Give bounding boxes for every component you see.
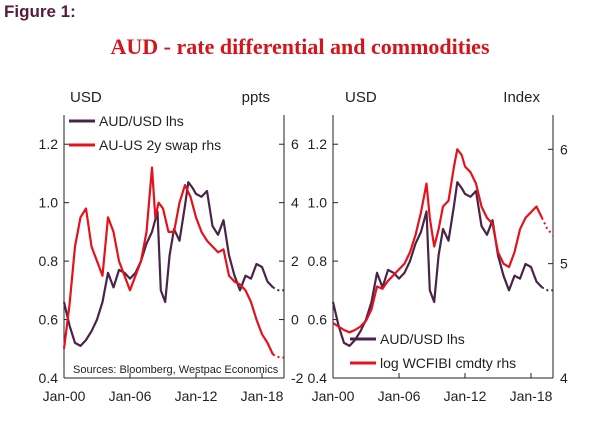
chart1-series-4-forecast [272,353,284,359]
chart1-legend-label: AUD/USD lhs [99,113,184,129]
chart1-right-tick-label: -2 [291,370,304,386]
chart2-left-tick-label: 0.8 [308,253,328,269]
chart2-right-tick-label: 5 [560,256,568,272]
chart1-x-tick-label: Jan-06 [109,388,152,404]
chart-panel-1: USD ppts 0.4 0.6 0.8 1.0 1.2 -2 0 2 4 6 Jan-00 Jan-06… [39,89,304,404]
chart2-x-tick-label: Jan-18 [510,388,553,404]
chart1-left-unit: USD [70,89,102,106]
chart-panel-2: USD Index 0.4 0.6 0.8 1.0 1.2 4 5 6 Jan-00 Jan-06 Ja… [308,89,568,404]
chart2-left-unit: USD [345,89,377,106]
chart2-x-tick-label: Jan-06 [378,388,421,404]
chart2-legend-label: log WCFIBI cmdty rhs [380,355,516,371]
chart1-left-tick-label: 0.6 [39,312,59,328]
chart2-series-2-forecast [541,286,553,292]
chart1-x-tick-label: Jan-12 [175,388,218,404]
chart1-series-3 [62,166,274,356]
chart2-legend-label: AUD/USD lhs [380,331,465,347]
chart2-right-tick-label: 4 [560,370,568,386]
chart2-left-tick-label: 1.2 [308,136,328,152]
chart1-left-tick-label: 1.0 [39,195,59,211]
chart1-left-tick-label: 0.8 [39,253,59,269]
chart1-right-tick-label: 2 [291,253,299,269]
chart1-series-1 [62,181,274,347]
figure-title: AUD - rate differential and commodities [110,34,490,59]
chart1-right-unit: ppts [242,89,270,106]
chart2-series-3 [332,148,543,334]
chart1-source-note: Sources: Bloomberg, Westpac Economics [73,364,279,376]
chart2-left-tick-label: 0.6 [308,312,328,328]
chart2-right-unit: Index [503,89,540,106]
chart1-legend-label: AU-US 2y swap rhs [99,137,221,153]
chart1-right-tick-label: 4 [291,195,299,211]
figure-label: Figure 1: [4,2,76,21]
chart1-right-tick-label: 0 [291,312,299,328]
chart1-x-tick-label: Jan-00 [43,388,86,404]
chart2-x-tick-label: Jan-12 [444,388,487,404]
chart2-x-tick-label: Jan-00 [312,388,355,404]
chart1-left-tick-label: 1.2 [39,136,59,152]
chart2-series-1 [331,181,543,347]
chart1-right-tick-label: 6 [291,136,299,152]
chart2-left-tick-label: 0.4 [308,370,328,386]
chart1-x-tick-label: Jan-18 [241,388,284,404]
chart2-right-tick-label: 6 [560,141,568,157]
chart2-left-tick-label: 1.0 [308,195,328,211]
chart1-left-tick-label: 0.4 [39,370,59,386]
chart1-series-2-forecast [272,286,284,292]
chart2-series-4-forecast [541,217,554,236]
